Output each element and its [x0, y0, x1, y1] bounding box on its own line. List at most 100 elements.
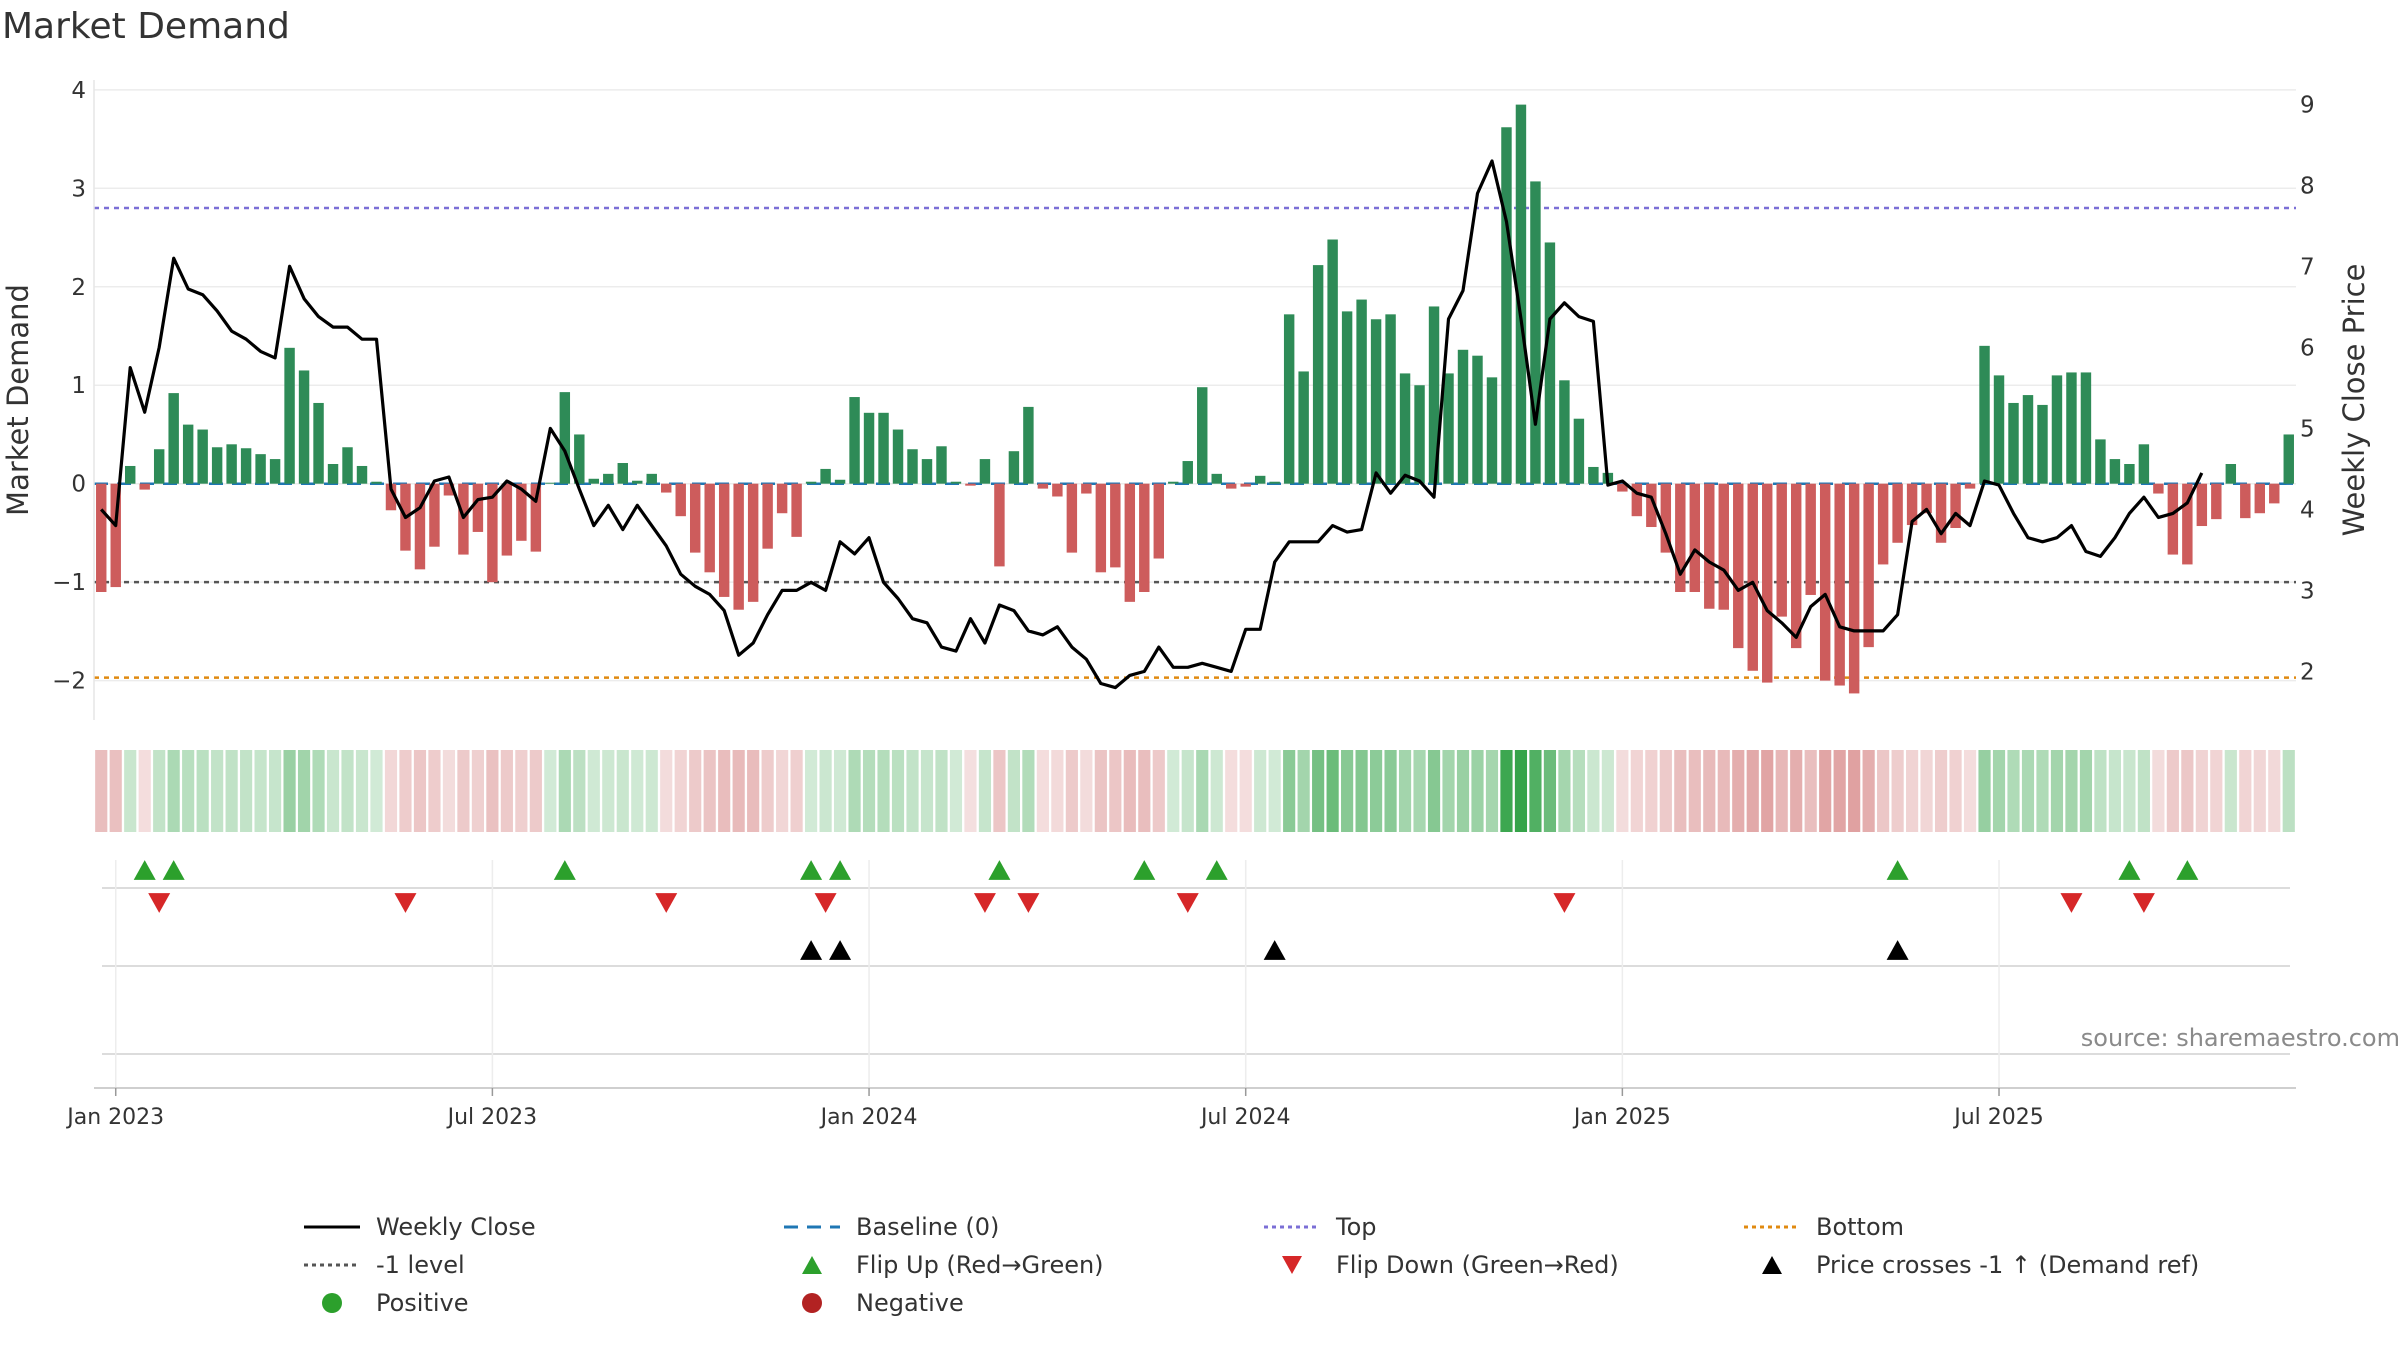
heat-cell: [2253, 750, 2266, 832]
heat-cell: [1659, 750, 1672, 832]
heat-cell: [1181, 750, 1194, 832]
legend-label: Weekly Close: [376, 1213, 536, 1241]
flip-up-marker: [162, 860, 185, 880]
demand-bar: [2153, 483, 2164, 494]
legend-item: Baseline (0): [780, 1210, 999, 1244]
flip-up-marker: [1205, 860, 1228, 880]
heat-cell: [1630, 750, 1643, 832]
legend-triangle-up: [1762, 1256, 1782, 1274]
heat-cell: [1196, 750, 1209, 832]
demand-bar: [863, 412, 875, 484]
heat-cell: [2050, 750, 2064, 832]
demand-bar: [1283, 314, 1295, 484]
legend-swatch: [784, 1225, 840, 1229]
heat-cell: [935, 750, 948, 832]
heat-cell: [529, 750, 542, 832]
legend-label: Top: [1336, 1213, 1377, 1241]
heat-cell: [819, 750, 832, 832]
demand-bar: [1515, 104, 1527, 484]
demand-bar: [110, 483, 121, 588]
heat-cell: [153, 750, 166, 832]
demand-bar: [1646, 483, 1657, 528]
heat-cell: [1167, 750, 1180, 832]
legend-dot: [802, 1293, 822, 1313]
heat-cell: [2166, 750, 2179, 832]
demand-bar: [2269, 483, 2280, 504]
demand-bar: [994, 483, 1005, 567]
grid: [94, 89, 2296, 682]
x-axis: Jan 2023 Jul 2023 Jan 2024 Jul 2024 Jan 2025…: [65, 1087, 2296, 1130]
demand-bar: [371, 481, 382, 484]
demand-bar: [2211, 483, 2222, 520]
heat-cell: [602, 750, 615, 832]
heat-cell: [225, 750, 238, 832]
heat-cell: [761, 750, 774, 832]
heat-cell: [2152, 750, 2165, 832]
heat-cell: [732, 750, 745, 832]
demand-bar: [1312, 265, 1324, 484]
legend-swatch: [304, 1225, 360, 1229]
heat-cell: [573, 750, 586, 832]
y-tick-label: −1: [52, 570, 86, 596]
demand-bar: [849, 397, 860, 484]
price-cross-marker: [1886, 940, 1909, 960]
heat-cell: [1080, 750, 1093, 832]
y-tick-label: −2: [52, 669, 86, 695]
heat-cell: [1384, 750, 1397, 832]
demand-bar: [1935, 483, 1947, 543]
heat-cell: [355, 750, 369, 832]
legend-dot: [322, 1293, 342, 1313]
demand-bar: [530, 483, 542, 552]
heat-cell: [674, 750, 687, 832]
heat-cell: [1471, 750, 1484, 832]
heat-cell: [341, 750, 354, 832]
demand-bar: [1848, 483, 1860, 694]
heat-cell: [1877, 750, 1890, 832]
demand-bar: [1037, 483, 1049, 489]
demand-bar: [2037, 404, 2048, 484]
marker-rows: [102, 860, 2290, 1088]
heat-cell: [848, 750, 861, 832]
heat-cell: [1283, 750, 1296, 832]
demand-bar: [2196, 483, 2208, 527]
demand-bar: [892, 429, 904, 484]
demand-bar: [1139, 483, 1150, 592]
flip-down-marker: [1176, 893, 1199, 913]
legend-label: Price crosses -1 ↑ (Demand ref): [1816, 1251, 2200, 1279]
demand-bar: [2182, 483, 2193, 565]
heat-cell: [1022, 750, 1035, 832]
heat-cell: [631, 750, 644, 832]
flip-down-marker: [394, 893, 417, 913]
heat-cell: [1268, 750, 1281, 832]
demand-bar: [414, 483, 426, 570]
heat-cell: [1485, 750, 1499, 832]
demand-bar: [1747, 483, 1758, 671]
heat-cell: [1920, 750, 1933, 832]
demand-bar: [617, 463, 628, 484]
demand-bar: [226, 444, 237, 484]
flip-up-marker: [2118, 860, 2141, 880]
demand-bar: [458, 483, 469, 555]
heat-cell: [1036, 750, 1049, 832]
heat-cell: [254, 750, 267, 832]
demand-bar: [1095, 483, 1107, 573]
heat-cell: [558, 750, 571, 832]
heat-cell: [297, 750, 311, 832]
heat-cell: [2123, 750, 2136, 832]
demand-bar: [1370, 319, 1382, 484]
heat-cell: [196, 750, 209, 832]
heat-cell: [109, 750, 122, 832]
demand-bar: [747, 483, 759, 602]
heat-cell: [1413, 750, 1426, 832]
demand-bar: [1327, 239, 1338, 484]
price-cross-marker: [800, 940, 823, 960]
source-label: source: sharemaestro.com: [2080, 1024, 2400, 1052]
heat-cell: [399, 750, 412, 832]
heat-cell: [689, 750, 702, 832]
x-tick-label: Jan 2023: [65, 1105, 164, 1130]
flip-down-marker: [814, 893, 837, 913]
demand-bar: [1356, 299, 1367, 484]
heat-cell: [747, 750, 760, 832]
demand-bar: [733, 483, 744, 610]
demand-bar: [153, 449, 165, 484]
